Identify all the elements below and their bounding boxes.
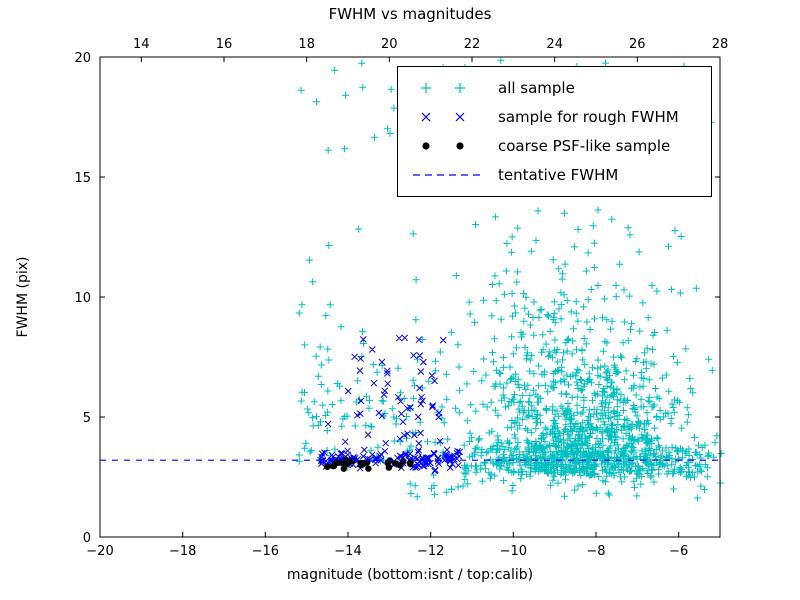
dot-marker-icon xyxy=(422,142,464,150)
legend-item-rough-fwhm: sample for rough FWHM xyxy=(408,103,701,131)
svg-text:10: 10 xyxy=(74,291,91,306)
legend-item-tentative-fwhm: tentative FWHM xyxy=(408,161,701,189)
chart-title: FWHM vs magnitudes xyxy=(328,5,492,23)
svg-text:−6: −6 xyxy=(669,544,688,559)
legend: all sample sample for rough FWHM coarse … xyxy=(397,66,712,197)
legend-label: coarse PSF-like sample xyxy=(498,136,671,155)
svg-text:−16: −16 xyxy=(252,544,279,559)
svg-text:16: 16 xyxy=(216,37,233,52)
legend-item-psf-sample: coarse PSF-like sample xyxy=(408,132,701,160)
svg-text:15: 15 xyxy=(74,171,91,186)
svg-text:24: 24 xyxy=(546,37,563,52)
svg-text:−12: −12 xyxy=(417,544,444,559)
svg-text:18: 18 xyxy=(298,37,315,52)
svg-text:22: 22 xyxy=(464,37,481,52)
svg-text:0: 0 xyxy=(83,531,91,546)
svg-text:14: 14 xyxy=(133,37,150,52)
legend-item-all-sample: all sample xyxy=(408,74,701,102)
svg-text:26: 26 xyxy=(629,37,646,52)
plus-marker-icon xyxy=(421,83,465,94)
svg-text:20: 20 xyxy=(74,51,91,66)
svg-text:−10: −10 xyxy=(500,544,527,559)
svg-text:28: 28 xyxy=(712,37,729,52)
legend-label: sample for rough FWHM xyxy=(498,108,679,127)
legend-label: tentative FWHM xyxy=(498,165,619,184)
y-axis-label: FWHM (pix) xyxy=(15,256,31,338)
svg-text:5: 5 xyxy=(83,411,91,426)
dashed-line-icon xyxy=(413,173,481,176)
svg-text:−14: −14 xyxy=(334,544,361,559)
svg-text:−20: −20 xyxy=(86,544,113,559)
x-axis-label: magnitude (bottom:isnt / top:calib) xyxy=(286,567,534,583)
legend-label: all sample xyxy=(498,79,575,98)
svg-text:−18: −18 xyxy=(169,544,196,559)
svg-text:−8: −8 xyxy=(586,544,605,559)
x-marker-icon xyxy=(421,112,465,122)
svg-text:20: 20 xyxy=(381,37,398,52)
